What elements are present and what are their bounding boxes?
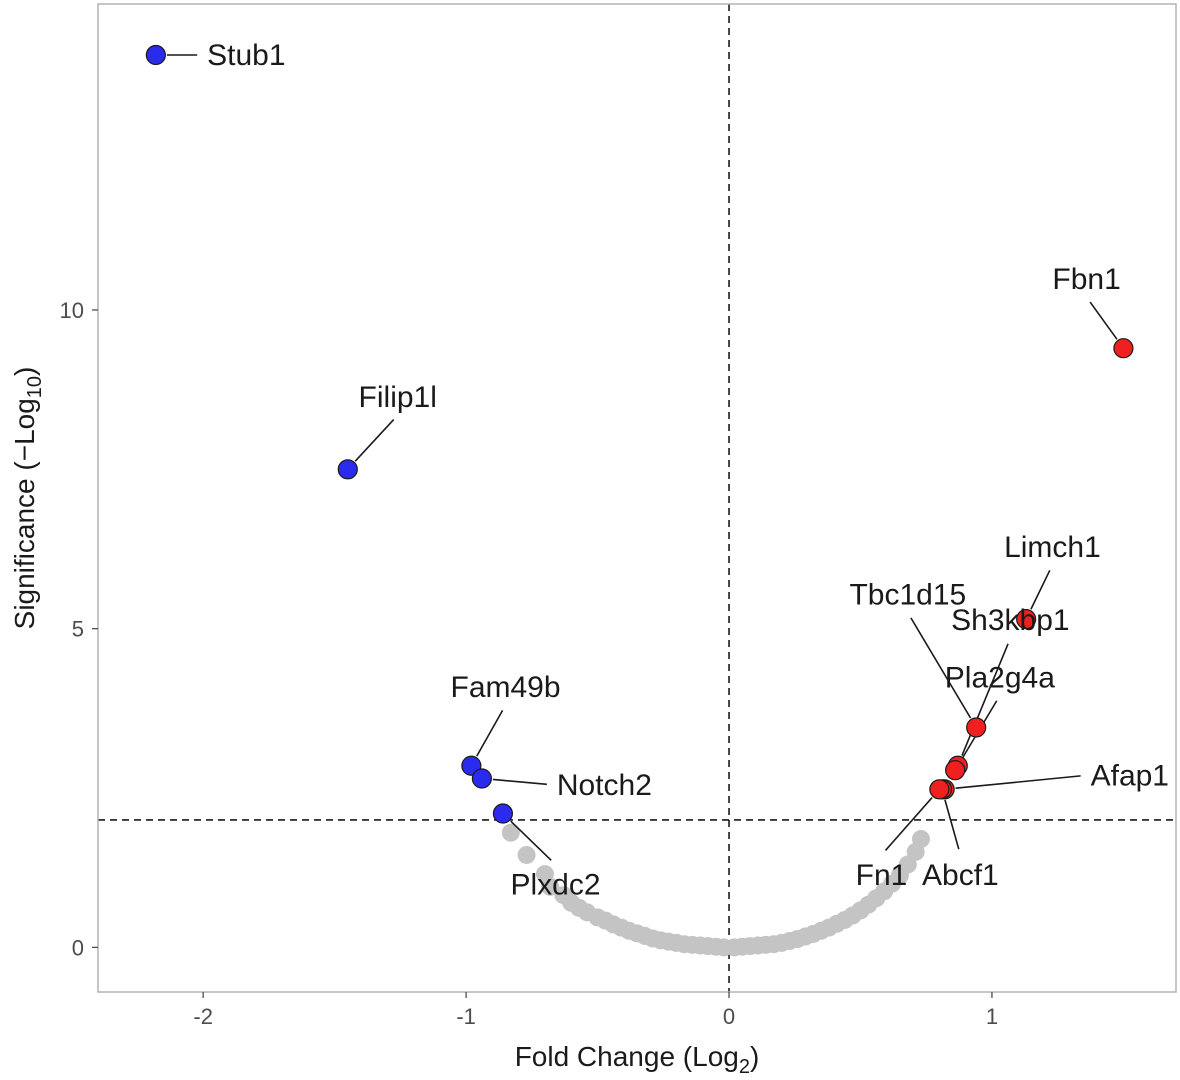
x-tick-label: 1 <box>986 1004 998 1029</box>
point-tbc1d15 <box>966 717 987 738</box>
point-pla2g4a <box>945 760 966 781</box>
label-connector <box>492 778 547 786</box>
point-filip1l <box>337 459 358 480</box>
ns-point <box>517 845 536 864</box>
y-tick-label: 5 <box>72 617 84 642</box>
x-axis-title: Fold Change (Log2) <box>515 1041 760 1078</box>
threshold-lines <box>98 4 1176 992</box>
gene-label-fn1: Fn1 <box>856 859 908 892</box>
label-connector <box>910 617 972 719</box>
ns-point <box>911 830 930 849</box>
x-tick-label: -1 <box>456 1004 476 1029</box>
gene-label-abcf1: Abcf1 <box>922 859 999 892</box>
point-stub1 <box>145 44 166 66</box>
gene-label-pla2g4a: Pla2g4a <box>945 662 1055 695</box>
label-connectors <box>166 54 1118 861</box>
gene-labels: Stub1 Filip1l Fam49b Notch2 Plxdc2 Fbn1 Limch1… <box>207 39 1169 902</box>
label-connector <box>944 799 960 850</box>
label-connector <box>1030 569 1051 610</box>
label-connector <box>884 797 933 851</box>
x-tick-label: -2 <box>193 1004 213 1029</box>
gene-label-limch1: Limch1 <box>1004 531 1101 564</box>
ns-points <box>501 823 930 957</box>
label-connector <box>1089 301 1118 340</box>
x-axis-ticks: -2 -1 0 1 <box>193 992 998 1029</box>
y-axis-title: Significance (−Log10) <box>9 367 46 630</box>
y-tick-label: 10 <box>60 298 84 323</box>
label-connector <box>354 419 395 462</box>
point-fbn1 <box>1113 338 1134 359</box>
significant-points <box>145 44 1134 824</box>
label-connector <box>476 709 504 757</box>
point-notch2 <box>471 768 492 789</box>
point-limch1 <box>1016 609 1037 630</box>
ns-point <box>501 823 520 842</box>
gene-label-filip1l: Filip1l <box>359 381 437 414</box>
label-connector <box>961 643 1009 756</box>
gene-label-stub1: Stub1 <box>207 39 285 72</box>
y-axis-ticks: 0 5 10 <box>60 298 98 960</box>
gene-label-tbc1d15: Tbc1d15 <box>849 579 966 612</box>
gene-label-fbn1: Fbn1 <box>1052 263 1120 296</box>
point-fn1 <box>929 779 950 800</box>
gene-label-plxdc2: Plxdc2 <box>510 869 600 902</box>
gene-label-notch2: Notch2 <box>557 769 652 802</box>
gene-label-sh3kbp1: Sh3kbp1 <box>951 604 1069 637</box>
plot-panel-border <box>97 3 1177 993</box>
y-tick-label: 0 <box>72 935 84 960</box>
gene-label-fam49b: Fam49b <box>451 671 561 704</box>
point-plxdc2 <box>492 803 514 824</box>
label-connector <box>510 820 552 861</box>
gene-label-afap1: Afap1 <box>1091 759 1169 792</box>
ns-point <box>541 877 560 896</box>
label-connector <box>955 775 1081 790</box>
x-tick-label: 0 <box>723 1004 735 1029</box>
